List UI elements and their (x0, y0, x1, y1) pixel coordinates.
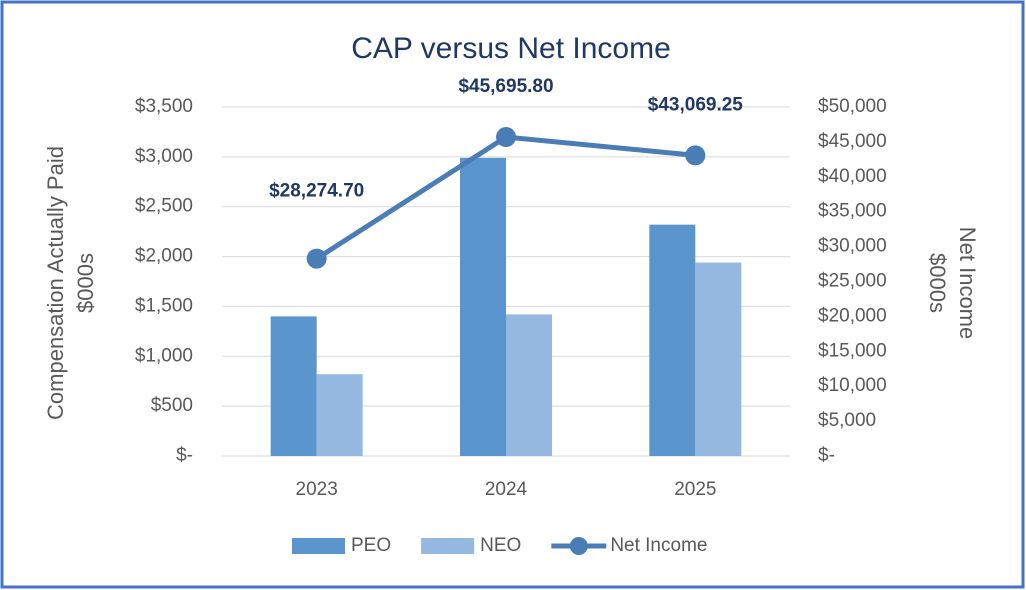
legend-label: PEO (351, 535, 391, 556)
y-tick-label: $- (176, 445, 193, 466)
y2-tick-label: $20,000 (818, 305, 887, 326)
x-tick-label: 2023 (296, 479, 338, 500)
y-tick-label: $2,000 (135, 246, 193, 267)
bar (649, 224, 696, 456)
y2-axis-title: Net Income (955, 227, 980, 340)
x-tick-label: 2025 (674, 479, 716, 500)
y2-tick-label: $40,000 (818, 166, 887, 187)
bar (270, 316, 317, 456)
y-axis-title: $000s (73, 253, 98, 313)
y2-axis-title: $000s (925, 253, 950, 313)
legend-label: Net Income (610, 535, 707, 556)
y-tick-label: $3,000 (135, 146, 193, 167)
y2-tick-label: $35,000 (818, 201, 887, 222)
legend-label: NEO (480, 535, 521, 556)
data-label: $43,069.25 (648, 94, 744, 115)
line-marker (496, 127, 516, 148)
legend-marker (569, 537, 588, 555)
y-tick-label: $1,500 (135, 295, 193, 316)
bar (695, 262, 742, 456)
y2-tick-label: $25,000 (818, 271, 887, 292)
y2-tick-label: $10,000 (818, 375, 887, 396)
y2-tick-label: $30,000 (818, 236, 887, 257)
y2-tick-label: $50,000 (818, 96, 887, 117)
bar (506, 314, 552, 456)
y-tick-label: $2,500 (135, 196, 193, 217)
y2-tick-label: $15,000 (818, 340, 887, 361)
x-tick-label: 2024 (485, 479, 528, 500)
y-tick-label: $3,500 (135, 96, 193, 117)
line-marker (685, 145, 706, 166)
data-label: $45,695.80 (458, 76, 553, 97)
chart-title: CAP versus Net Income (351, 32, 671, 65)
legend-swatch (421, 538, 475, 554)
y2-tick-label: $45,000 (818, 131, 887, 152)
data-label: $28,274.70 (269, 181, 364, 202)
y2-tick-label: $5,000 (818, 410, 876, 431)
y-tick-label: $500 (151, 395, 193, 416)
y-tick-label: $1,000 (135, 345, 193, 366)
legend-swatch (292, 538, 345, 554)
y-axis-title: Compensation Actually Paid (43, 146, 68, 420)
bar (316, 374, 363, 456)
line-marker (306, 248, 327, 269)
y2-tick-label: $- (818, 445, 835, 466)
bar (460, 157, 506, 456)
